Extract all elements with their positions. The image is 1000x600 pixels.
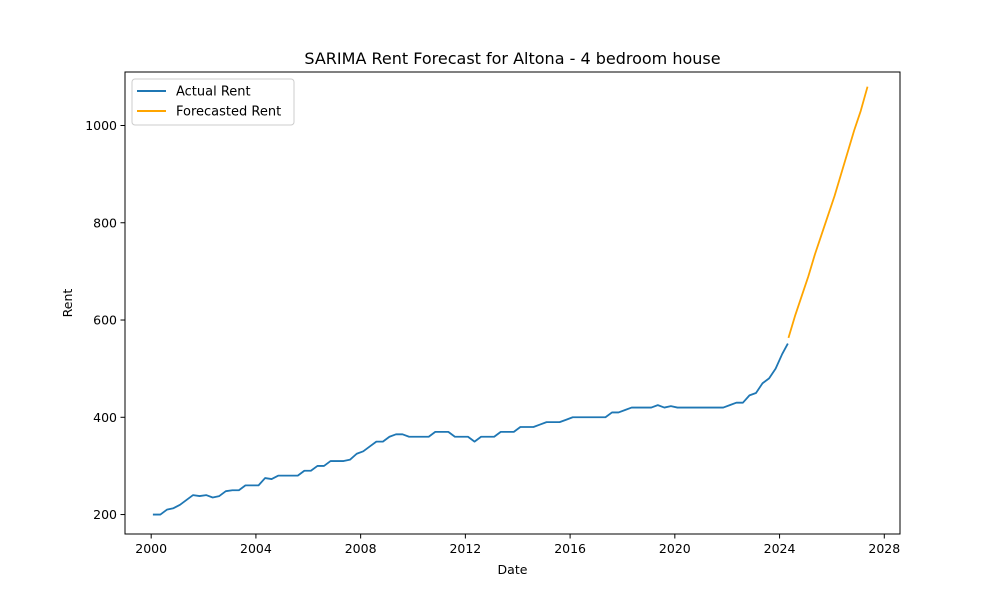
y-axis: 200 400 600 800 1000 <box>85 118 125 522</box>
y-tick-label: 600 <box>93 313 117 328</box>
legend-label-forecasted-rent: Forecasted Rent <box>176 105 281 120</box>
plot-frame <box>124 71 901 535</box>
y-axis-label: Rent <box>60 289 75 318</box>
legend-box <box>131 78 295 126</box>
x-tick-label: 2000 <box>135 541 167 556</box>
x-tick-label: 2024 <box>764 541 796 556</box>
x-tick-label: 2028 <box>868 541 900 556</box>
x-tick-label: 2004 <box>240 541 272 556</box>
chart-title: SARIMA Rent Forecast for Altona - 4 bedr… <box>304 49 720 68</box>
x-tick-label: 2008 <box>345 541 377 556</box>
legend-label-actual-rent: Actual Rent <box>176 85 251 100</box>
y-tick-label: 800 <box>93 215 117 230</box>
legend: Actual Rent Forecasted Rent <box>131 78 295 126</box>
x-axis: 2000 2004 2008 2012 2016 2020 2024 2028 <box>135 534 900 556</box>
x-axis-label: Date <box>498 562 528 577</box>
series-line-actual-rent <box>152 343 789 516</box>
plot-area <box>125 72 900 534</box>
y-tick-label: 400 <box>93 410 117 425</box>
series-line-forecasted-rent <box>787 86 869 339</box>
x-tick-label: 2016 <box>554 541 586 556</box>
series-layer <box>152 86 869 516</box>
y-tick-label: 1000 <box>85 118 117 133</box>
x-tick-label: 2012 <box>449 541 481 556</box>
x-tick-label: 2020 <box>659 541 691 556</box>
y-tick-label: 200 <box>93 507 117 522</box>
plot-background <box>125 72 900 534</box>
